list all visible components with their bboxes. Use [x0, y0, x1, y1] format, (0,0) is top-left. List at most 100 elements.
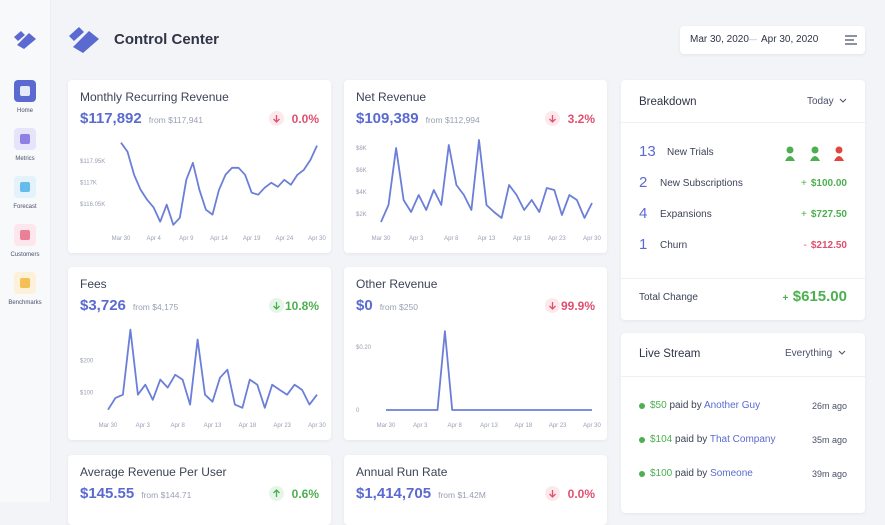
- nav-label: Metrics: [15, 156, 35, 162]
- row-amount: + $100.00: [801, 178, 847, 189]
- total-change: + $615.00: [782, 288, 847, 306]
- filter-select[interactable]: Everything: [785, 348, 846, 359]
- arrow: [549, 302, 556, 310]
- x-tick-label: Apr 23: [548, 236, 566, 242]
- card-value: $145.55: [80, 485, 135, 502]
- x-tick-label: Apr 18: [238, 423, 256, 429]
- stream-time: 35m ago: [811, 435, 847, 445]
- line-chart: $117.95K $117K $116.05K Mar 30 Apr 4 Apr 9 Apr…: [80, 142, 326, 242]
- line: [120, 142, 318, 226]
- row-count: 2: [639, 174, 648, 191]
- trial-avatars: [785, 146, 844, 161]
- row-count: 4: [639, 205, 648, 222]
- change-icon: [269, 111, 284, 126]
- period-label: Today: [807, 96, 834, 107]
- card-value: $1,414,705: [356, 485, 432, 502]
- x-tick-label: Mar 30: [99, 423, 118, 429]
- card-title: Net Revenue: [356, 90, 427, 104]
- nav-label: Forecast: [13, 204, 37, 210]
- card-title: Other Revenue: [356, 277, 438, 291]
- nav-icon[interactable]: [14, 128, 36, 150]
- period-select[interactable]: Today: [807, 96, 847, 107]
- arrow-shape: [273, 489, 280, 497]
- change-value: 0.0%: [291, 112, 319, 126]
- card-value-row: $3,726 from $4,175: [80, 297, 178, 314]
- customer-link[interactable]: That Company: [709, 434, 776, 445]
- row-label: New Trials: [667, 147, 714, 158]
- x-tick-label: Apr 14: [210, 236, 228, 242]
- x-tick-label: Apr 9: [179, 236, 194, 242]
- payment-text: paid by: [675, 468, 708, 479]
- amount-sign: +: [801, 209, 807, 220]
- row-amount: - $212.50: [804, 240, 848, 251]
- stream-entry: $50 paid by Another Guy: [650, 400, 760, 411]
- card-value: $109,389: [356, 110, 419, 127]
- line-chart: $8K $6K $4K $2K Mar 30 Apr 3 Apr 8 Apr 13 Apr 18…: [356, 139, 601, 242]
- nav-icon[interactable]: [14, 176, 36, 198]
- y-tick-label: $100: [80, 391, 94, 397]
- x-tick-label: Apr 8: [444, 236, 459, 242]
- arrow: [549, 490, 556, 498]
- payment-text: paid by: [669, 400, 702, 411]
- card-from: from $117,941: [148, 115, 203, 125]
- filter-label: Everything: [785, 348, 833, 359]
- row-count: 1: [639, 236, 648, 253]
- amount-value: $212.50: [810, 240, 847, 251]
- stream-entry: $104 paid by That Company: [650, 434, 775, 445]
- x-tick-label: Apr 24: [275, 236, 293, 242]
- nav-label: Home: [16, 108, 33, 114]
- live-stream-card: Live Stream Everything $50 paid by Anoth…: [621, 333, 865, 513]
- x-tick-label: Apr 30: [308, 423, 326, 429]
- card-value: $117,892: [80, 110, 142, 127]
- card-value-row: $0 from $250: [356, 297, 418, 314]
- nav-glyph: [20, 230, 30, 240]
- nav-label: Customers: [10, 252, 40, 258]
- x-tick-label: Apr 8: [170, 423, 185, 429]
- nav-icon[interactable]: [14, 224, 36, 246]
- menu-icon[interactable]: [845, 35, 857, 45]
- change-icon: [545, 486, 560, 501]
- nav-icon[interactable]: [14, 272, 36, 294]
- x-tick-label: Apr 3: [413, 423, 428, 429]
- breakdown-title: Breakdown: [639, 96, 697, 108]
- line: [107, 328, 318, 411]
- change-value: 3.2%: [567, 112, 595, 126]
- y-tick-label: 0: [356, 408, 360, 414]
- metric-card: Average Revenue Per User $145.55 from $144…: [68, 455, 331, 525]
- x-tick-label: Apr 23: [273, 423, 291, 429]
- x-tick-label: Apr 13: [480, 423, 498, 429]
- amount-sign: +: [801, 178, 807, 189]
- amount-value: $100.00: [810, 178, 847, 189]
- chevron: [840, 98, 847, 103]
- divider: [621, 278, 865, 279]
- row-label: Churn: [660, 240, 688, 251]
- customer-link[interactable]: Another Guy: [703, 400, 761, 411]
- card-from: from $112,994: [425, 115, 480, 125]
- logo: [69, 27, 99, 53]
- x-tick-label: Apr 23: [549, 423, 567, 429]
- line-chart: $0.20 0 Mar 30 Apr 3 Apr 8 Apr 13 Apr 18 Apr 23…: [356, 330, 601, 429]
- y-tick-label: $2K: [356, 212, 367, 218]
- card-title: Average Revenue Per User: [80, 465, 227, 479]
- arrow: [273, 302, 280, 310]
- arrow-shape: [273, 302, 280, 310]
- y-tick-label: $116.05K: [80, 202, 105, 208]
- dashboard: Home Metrics Forecast Customers Benchmarks C…: [0, 0, 865, 525]
- nav-glyph: [20, 182, 30, 192]
- arrow-shape: [549, 115, 556, 123]
- nav-glyph: [20, 86, 30, 96]
- x-tick-label: Apr 18: [514, 423, 532, 429]
- status-dot: [639, 471, 645, 477]
- date-range-picker[interactable]: Mar 30, 2020 — Apr 30, 2020: [680, 26, 865, 54]
- status-dot: [639, 403, 645, 409]
- customer-link[interactable]: Someone: [710, 468, 753, 479]
- row-label: Expansions: [660, 209, 712, 220]
- card-title: Fees: [80, 277, 107, 291]
- sidebar: [0, 0, 51, 502]
- divider: [621, 122, 865, 123]
- nav-icon[interactable]: [14, 80, 36, 102]
- y-tick-label: $0.20: [356, 345, 372, 351]
- date-end: Apr 30, 2020: [761, 34, 819, 45]
- arrow-shape: [549, 302, 556, 310]
- metric-card: Net Revenue $109,389 from $112,994 3.2% $8K $…: [344, 80, 607, 253]
